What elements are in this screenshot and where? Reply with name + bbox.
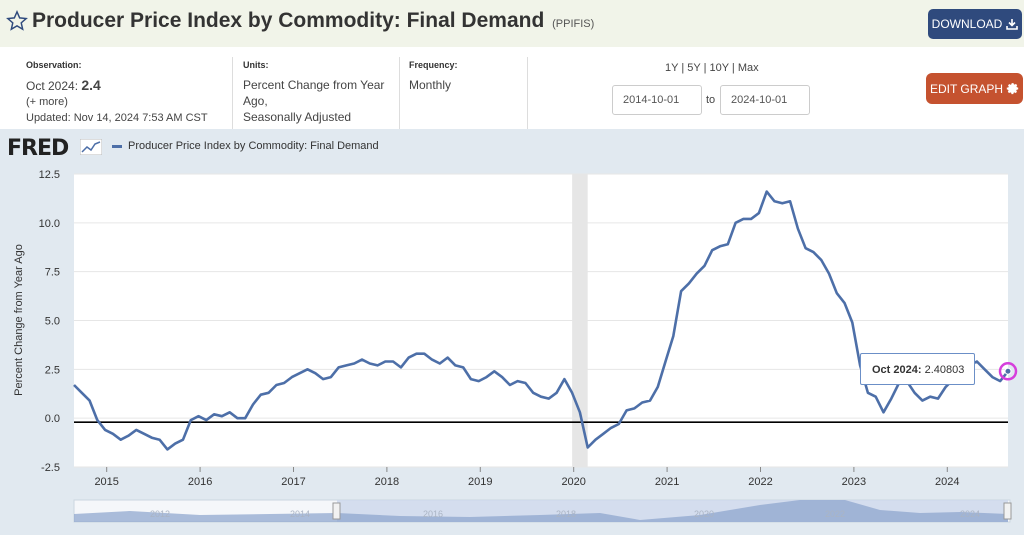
y-tick-label: 7.5	[45, 267, 60, 279]
series-title: Producer Price Index by Commodity: Final…	[32, 9, 545, 32]
navigator-label: 2020	[694, 509, 714, 519]
legend-swatch	[112, 144, 122, 148]
navigator-label: 2024	[960, 509, 980, 519]
x-tick-label: 2019	[468, 476, 492, 488]
star-icon[interactable]	[6, 10, 28, 32]
divider	[232, 57, 233, 129]
x-tick-label: 2018	[375, 476, 399, 488]
x-tick-label: 2020	[561, 476, 585, 488]
y-tick-label: 0.0	[45, 413, 60, 425]
end-date-input[interactable]: 2024-10-01	[720, 85, 810, 115]
navigator-handle-right	[1003, 502, 1012, 520]
navigator-label: 2012	[150, 509, 170, 519]
start-date-input[interactable]: 2014-10-01	[612, 85, 702, 115]
range-1y[interactable]: 1Y	[665, 62, 679, 74]
frequency-value: Monthly	[409, 78, 452, 92]
to-label: to	[706, 94, 716, 106]
units-line-2: Ago,	[243, 94, 268, 108]
range-5y[interactable]: 5Y	[687, 62, 701, 74]
range-selector: 1Y | 5Y | 10Y | Max	[665, 62, 759, 74]
observation-block: Observation: Oct 2024: 2.4 (+ more) Upda…	[26, 57, 208, 126]
navigator-label: 2018	[556, 509, 576, 519]
edit-graph-label: EDIT GRAPH	[929, 81, 1004, 96]
observation-period: Oct 2024:	[26, 79, 79, 93]
units-block: Units: Percent Change from Year Ago, Sea…	[243, 57, 384, 125]
fred-logo-graph-icon	[80, 139, 102, 155]
legend-label: Producer Price Index by Commodity: Final…	[128, 140, 379, 152]
data-point-marker	[1004, 367, 1012, 375]
fred-logo: FRED	[7, 136, 69, 161]
units-label: Units:	[243, 60, 269, 70]
divider	[527, 57, 528, 129]
observation-label: Observation:	[26, 60, 82, 70]
x-tick-label: 2021	[655, 476, 679, 488]
y-tick-label: 5.0	[45, 316, 60, 328]
observation-value: 2.4	[81, 77, 101, 93]
gear-icon	[1006, 83, 1019, 95]
edit-graph-button[interactable]: EDIT GRAPH	[926, 73, 1023, 104]
page-title: Producer Price Index by Commodity: Final…	[32, 9, 594, 33]
frequency-block: Frequency: Monthly	[409, 57, 458, 93]
navigator-area	[74, 500, 1008, 522]
frequency-label: Frequency:	[409, 60, 458, 70]
download-button[interactable]: DOWNLOAD	[928, 9, 1022, 39]
updated-text: Updated: Nov 14, 2024 7:53 AM CST	[26, 112, 208, 124]
range-max[interactable]: Max	[737, 62, 759, 74]
download-label: DOWNLOAD	[931, 17, 1003, 31]
series-meta: Observation: Oct 2024: 2.4 (+ more) Upda…	[0, 47, 1024, 129]
x-tick-label: 2015	[94, 476, 118, 488]
x-tick-label: 2022	[748, 476, 772, 488]
tooltip-label: Oct 2024:	[872, 364, 922, 376]
header-bar: Producer Price Index by Commodity: Final…	[0, 0, 1024, 47]
tooltip-value: 2.40803	[924, 364, 965, 376]
download-icon	[1006, 19, 1019, 30]
navigator-label: 2022	[825, 509, 845, 519]
navigator-handle-left	[332, 502, 341, 520]
y-axis-label: Percent Change from Year Ago	[13, 244, 25, 396]
x-tick-label: 2023	[842, 476, 866, 488]
navigator-label: 2014	[290, 509, 310, 519]
series-code: (PPIFIS)	[552, 18, 595, 30]
range-10y[interactable]: 10Y	[709, 62, 729, 74]
navigator-label: 2016	[423, 509, 443, 519]
x-tick-label: 2016	[188, 476, 212, 488]
more-link[interactable]: (+ more)	[26, 96, 68, 108]
chart-legend: Producer Price Index by Commodity: Final…	[112, 140, 379, 152]
y-tick-label: -2.5	[41, 462, 60, 474]
series-line	[73, 190, 1010, 451]
divider	[399, 57, 400, 129]
x-tick-label: 2024	[935, 476, 959, 488]
x-tick-label: 2017	[281, 476, 305, 488]
y-tick-label: 12.5	[39, 169, 60, 181]
units-line-1: Percent Change from Year	[243, 78, 385, 92]
units-line-3: Seasonally Adjusted	[243, 110, 352, 124]
y-tick-label: 2.5	[45, 364, 60, 376]
highlight-ring	[998, 362, 1018, 381]
y-tick-label: 10.0	[39, 218, 60, 230]
chart-tooltip: Oct 2024: 2.40803	[860, 353, 975, 385]
